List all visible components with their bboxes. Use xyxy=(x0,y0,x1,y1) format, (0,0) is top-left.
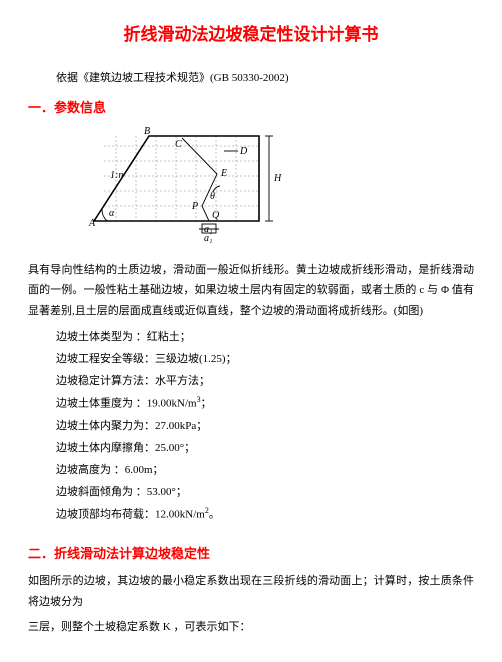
fig-label-P: P xyxy=(191,201,198,212)
fig-label-B: B xyxy=(144,126,150,137)
paragraph-3: 三层，则整个土坡稳定系数 K ，可表示如下： xyxy=(28,617,474,638)
fig-label-Q: Q xyxy=(212,210,220,221)
soil-type-val: 红粘土； xyxy=(147,331,191,343)
fig-label-ratio: 1:n xyxy=(110,170,123,181)
fig-label-theta: θ xyxy=(210,191,215,202)
fig-label-alpha: α xyxy=(109,208,115,219)
page-title: 折线滑动法边坡稳定性设计计算书 xyxy=(28,20,474,51)
grade-key: 边坡工程安全等级： xyxy=(56,353,155,365)
h-val: 6.00m； xyxy=(125,464,164,476)
h-key: 边坡高度为 ： xyxy=(56,464,125,476)
fig-label-a1b: a₁ xyxy=(204,233,212,244)
paragraph-1: 具有导向性结构的土质边坡，滑动面一般近似折线形。黄土边坡成折线形滑动，是折线滑动… xyxy=(28,260,474,323)
q-tail: 。 xyxy=(209,509,220,521)
gamma-tail: ； xyxy=(201,398,212,410)
section-1-header: 一．参数信息 xyxy=(28,96,474,119)
grade-val: 三级边坡(1.25)； xyxy=(155,353,237,365)
phi-symbol: Φ xyxy=(441,284,449,296)
phi-key: 边坡土体内摩擦角： xyxy=(56,442,155,454)
slope-diagram: A B C D E P Q H α θ 1:n a₁ a₁ xyxy=(84,126,284,244)
fig-label-C: C xyxy=(175,139,182,150)
method-key: 边坡稳定计算方法： xyxy=(56,375,155,387)
angle-val: 53.00°； xyxy=(147,486,187,498)
params-block: 边坡土体类型为 ：红粘土； 边坡工程安全等级：三级边坡(1.25)； 边坡稳定计… xyxy=(56,326,474,525)
para1-a: 具有导向性结构的土质边坡，滑动面一般近似折线形。黄土边坡成折线形滑动，是折线滑动… xyxy=(28,264,474,297)
phi-val: 25.00°； xyxy=(155,442,195,454)
c-val: 27.00kPa； xyxy=(155,420,207,432)
q-val: 12.00kN/m xyxy=(155,509,205,521)
gamma-key: 边坡土体重度为 ： xyxy=(56,398,147,410)
paragraph-2: 如图所示的边坡，其边坡的最小稳定系数出现在三段折线的滑动面上；计算时，按土质条件… xyxy=(28,571,474,613)
figure-container: A B C D E P Q H α θ 1:n a₁ a₁ xyxy=(84,126,474,252)
c-key: 边坡土体内聚力为： xyxy=(56,420,155,432)
fig-label-D: D xyxy=(239,146,248,157)
gamma-val: 19.00kN/m xyxy=(147,398,197,410)
basis-text: 依据《建筑边坡工程技术规范》(GB 50330-2002) xyxy=(56,69,474,89)
section-2-header: 二．折线滑动法计算边坡稳定性 xyxy=(28,542,474,565)
fig-label-E: E xyxy=(220,168,227,179)
angle-key: 边坡斜面倾角为 ： xyxy=(56,486,147,498)
method-val: 水平方法； xyxy=(155,375,210,387)
soil-type-key: 边坡土体类型为 ： xyxy=(56,331,147,343)
fig-label-H: H xyxy=(273,173,282,184)
fig-label-A: A xyxy=(88,218,96,229)
q-key: 边坡顶部均布荷载： xyxy=(56,509,155,521)
